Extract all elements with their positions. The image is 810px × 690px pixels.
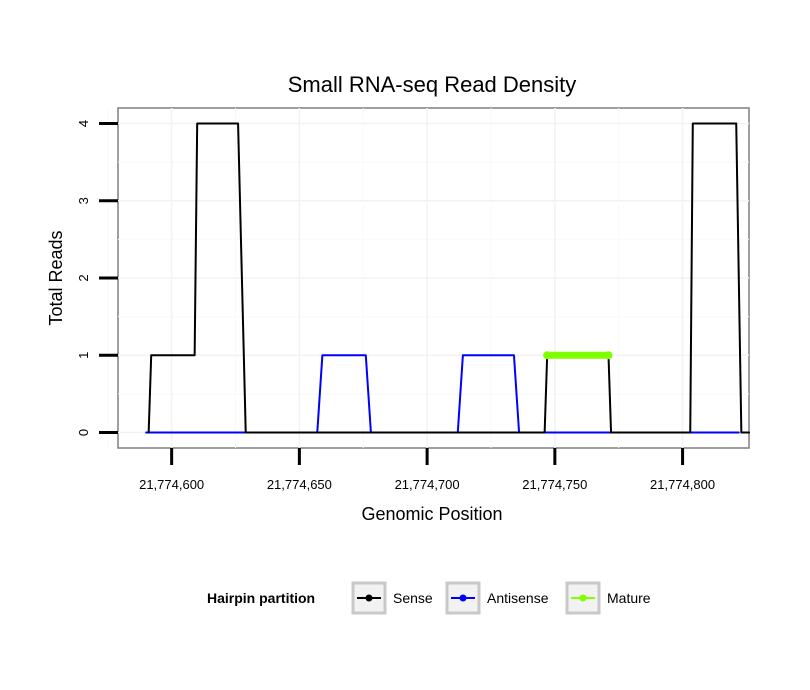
legend-title: Hairpin partition (207, 590, 315, 606)
y-tick-label: 3 (76, 197, 91, 204)
series-sense-line (147, 122, 750, 434)
x-axis-title: Genomic Position (361, 504, 502, 524)
chart-title: Small RNA-seq Read Density (288, 72, 577, 97)
legend-items: Sense Antisense Mature (351, 581, 651, 615)
y-tick-label: 0 (76, 429, 91, 436)
x-tick-label: 21,774,750 (522, 477, 587, 492)
y-tick-label: 4 (76, 120, 91, 127)
series-mature-point (604, 351, 613, 360)
legend-key-antisense-point (459, 594, 467, 602)
plot-panel (107, 107, 750, 449)
x-tick-label: 21,774,650 (267, 477, 332, 492)
legend-label-sense: Sense (393, 590, 433, 606)
legend-key-mature-point (579, 594, 587, 602)
y-tick-label: 1 (76, 352, 91, 359)
x-axis: 21,774,600 21,774,650 21,774,700 21,774,750… (139, 448, 715, 492)
y-axis-title: Total Reads (46, 230, 66, 325)
legend-label-mature: Mature (607, 590, 651, 606)
y-tick-label: 2 (76, 274, 91, 281)
legend-label-antisense: Antisense (487, 590, 549, 606)
grid-lines (107, 108, 749, 448)
x-tick-label: 21,774,700 (395, 477, 460, 492)
y-axis: 0 1 2 3 4 (76, 120, 118, 436)
legend-key-sense-point (365, 594, 373, 602)
series-layer (145, 122, 750, 434)
x-tick-label: 21,774,600 (139, 477, 204, 492)
x-tick-label: 21,774,800 (650, 477, 715, 492)
legend: Hairpin partition Sense Antisense Mature (207, 581, 651, 615)
series-mature-point (543, 351, 552, 360)
